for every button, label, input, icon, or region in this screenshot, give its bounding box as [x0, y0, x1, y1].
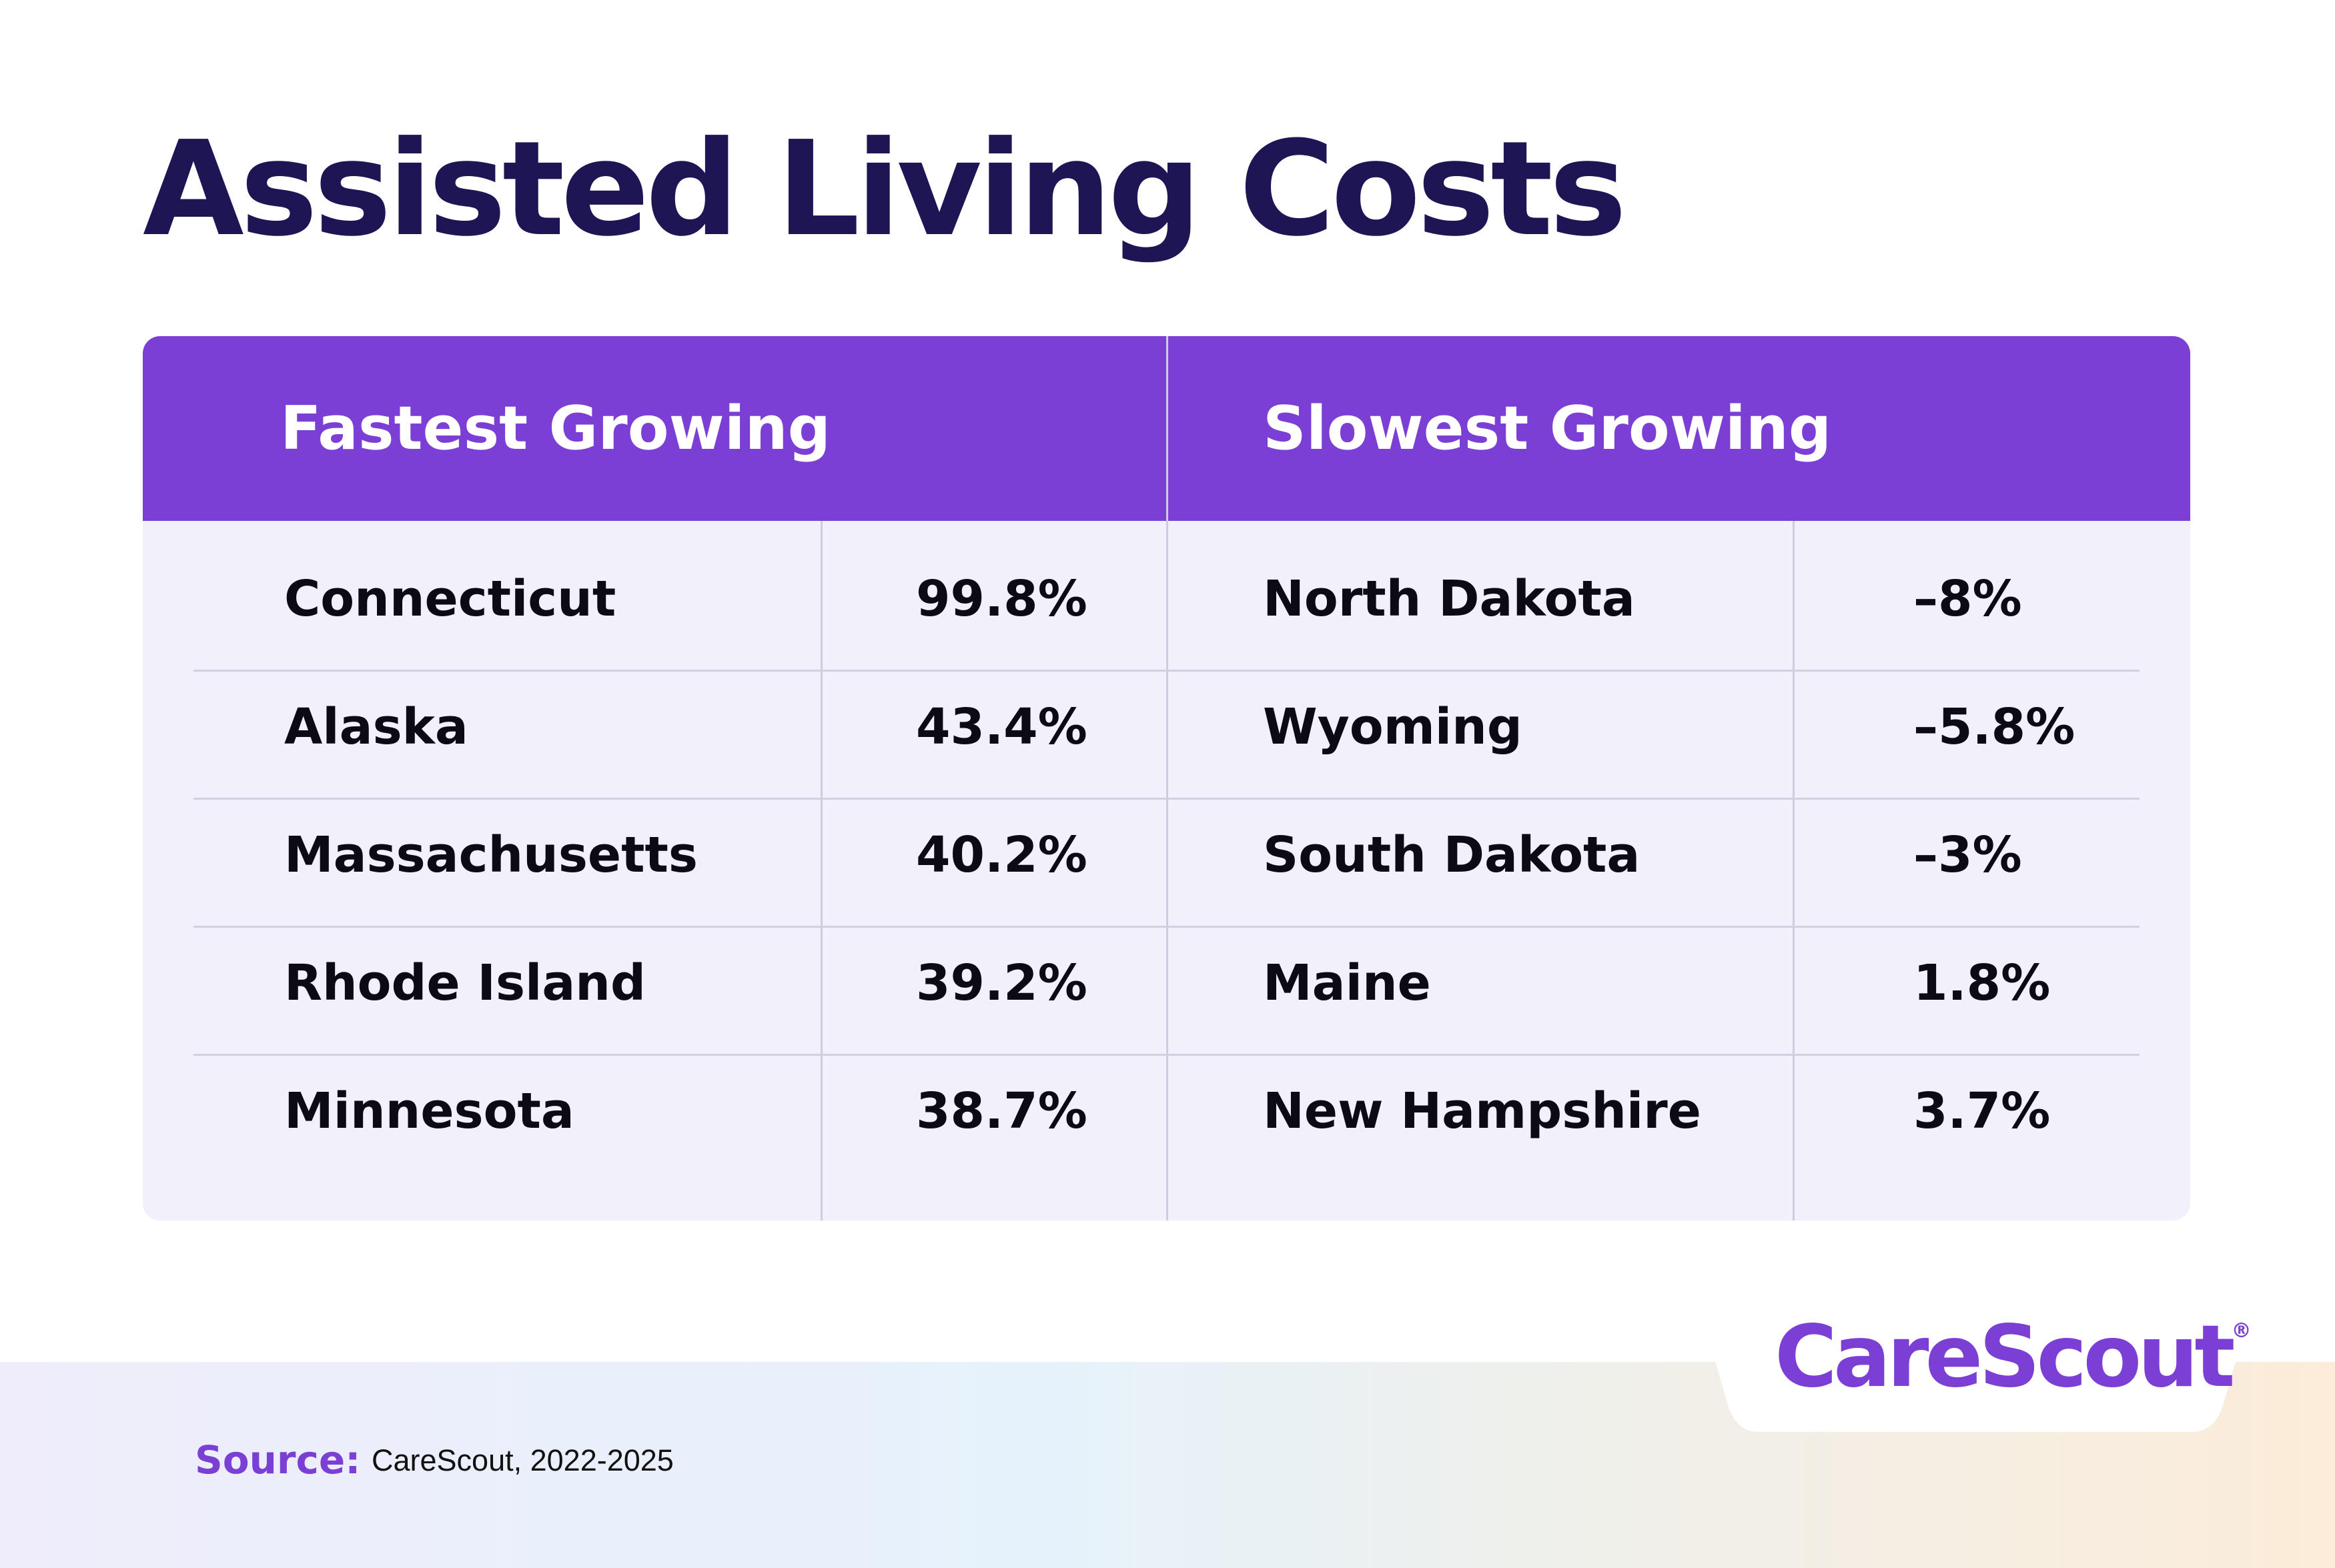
slowest-value-cell: –8% — [1913, 570, 2022, 628]
source-label: Source: — [195, 1437, 361, 1483]
growth-table: Fastest Growing Slowest Growing Connecti… — [143, 336, 2190, 1221]
slowest-state-cell: South Dakota — [1263, 826, 1641, 884]
row-divider — [193, 1054, 2140, 1056]
logo-text: CareScout — [1775, 1307, 2236, 1407]
slowest-state-cell: Wyoming — [1263, 698, 1522, 756]
logo-tab-shape — [1705, 1327, 2246, 1432]
header-fastest-growing: Fastest Growing — [280, 394, 831, 464]
slowest-value-cell: –5.8% — [1913, 698, 2075, 756]
slowest-value-cell: 3.7% — [1913, 1082, 2051, 1140]
fastest-value-cell: 43.4% — [916, 698, 1087, 756]
fastest-state-cell: Minnesota — [284, 1082, 574, 1140]
column-divider — [1793, 521, 1795, 1221]
column-divider — [821, 521, 823, 1221]
fastest-state-cell: Alaska — [284, 698, 468, 756]
header-slowest-growing: Slowest Growing — [1263, 394, 1832, 464]
fastest-value-cell: 40.2% — [916, 826, 1087, 884]
slowest-state-cell: New Hampshire — [1263, 1082, 1701, 1140]
source-text: CareScout, 2022-2025 — [372, 1443, 674, 1477]
row-divider — [193, 670, 2140, 672]
fastest-value-cell: 99.8% — [916, 570, 1087, 628]
registered-mark: ® — [2231, 1319, 2252, 1343]
fastest-value-cell: 39.2% — [916, 954, 1087, 1012]
slowest-state-cell: North Dakota — [1263, 570, 1635, 628]
fastest-value-cell: 38.7% — [916, 1082, 1087, 1140]
column-divider — [1166, 336, 1168, 1221]
row-divider — [193, 926, 2140, 928]
fastest-state-cell: Rhode Island — [284, 954, 646, 1012]
slowest-value-cell: 1.8% — [1913, 954, 2051, 1012]
carescout-logo: CareScout® — [1775, 1307, 2252, 1407]
slowest-state-cell: Maine — [1263, 954, 1431, 1012]
page-title: Assisted Living Costs — [143, 113, 1627, 265]
row-divider — [193, 798, 2140, 800]
fastest-state-cell: Connecticut — [284, 570, 616, 628]
fastest-state-cell: Massachusetts — [284, 826, 698, 884]
slowest-value-cell: –3% — [1913, 826, 2022, 884]
